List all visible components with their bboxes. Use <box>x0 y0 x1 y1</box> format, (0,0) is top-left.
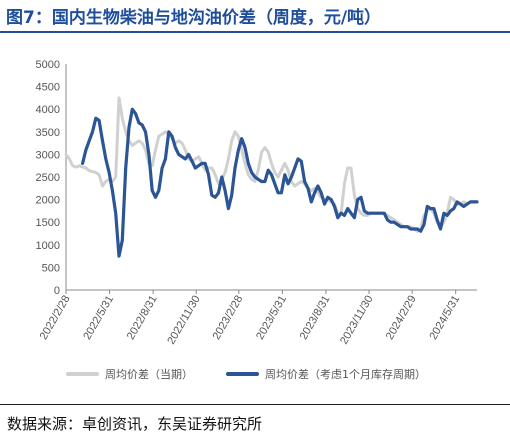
y-tick-label: 1000 <box>36 240 60 252</box>
x-tick-label: 2023/8/31 <box>298 294 333 342</box>
chart-area: 0 500 1000 1500 2000 2500 3000 3500 4000 4500 5000… <box>36 59 479 347</box>
legend-item-inventory: 周均价差（考虑1个月库存周期） <box>226 366 426 382</box>
y-tick-label: 3500 <box>36 127 60 139</box>
x-tick-label: 2024/5/31 <box>427 294 462 342</box>
plot-lines <box>64 96 479 258</box>
legend: 周均价差（当期） 周均价差（考虑1个月库存周期） <box>0 362 510 386</box>
x-tick-label: 2022/2/28 <box>38 294 73 342</box>
x-tick-label: 2023/11/30 <box>338 294 376 347</box>
y-tick-label: 500 <box>42 262 60 274</box>
y-tick-label: 0 <box>54 285 60 297</box>
y-tick-label: 5000 <box>36 59 60 71</box>
legend-label-inventory: 周均价差（考虑1个月库存周期） <box>265 368 426 381</box>
series-line-current <box>64 96 479 233</box>
series-line-inventory <box>80 107 479 258</box>
y-tick-label: 2000 <box>36 195 60 207</box>
legend-swatch-current <box>66 372 99 376</box>
legend-item-current: 周均价差（当期） <box>66 366 193 382</box>
x-tick-label: 2022/8/31 <box>125 294 160 342</box>
x-tick-label: 2022/11/30 <box>165 294 203 347</box>
legend-swatch-inventory <box>226 372 259 376</box>
y-tick-label: 4500 <box>36 82 60 94</box>
y-tick-label: 1500 <box>36 217 60 229</box>
x-tick-label: 2023/2/28 <box>211 294 246 342</box>
x-tick-label: 2022/5/31 <box>81 294 116 342</box>
y-axis: 0 500 1000 1500 2000 2500 3000 3500 4000 4500 5000 <box>36 59 67 297</box>
y-tick-label: 2500 <box>36 172 60 184</box>
source-note: 数据来源：卓创资讯，东吴证券研究所 <box>7 415 263 433</box>
x-tick-label: 2024/2/29 <box>384 294 419 342</box>
chart-title: 图7：国内生物柴油与地沟油价差（周度，元/吨） <box>6 8 382 28</box>
y-tick-label: 3000 <box>36 149 60 161</box>
y-tick-label: 4000 <box>36 104 60 116</box>
source-rule <box>0 404 510 405</box>
x-axis: 2022/2/28 2022/5/31 2022/8/31 2022/11/30 202… <box>38 289 477 347</box>
title-rule <box>0 31 510 33</box>
legend-label-current: 周均价差（当期） <box>105 368 193 381</box>
x-tick-label: 2023/5/31 <box>254 294 289 342</box>
